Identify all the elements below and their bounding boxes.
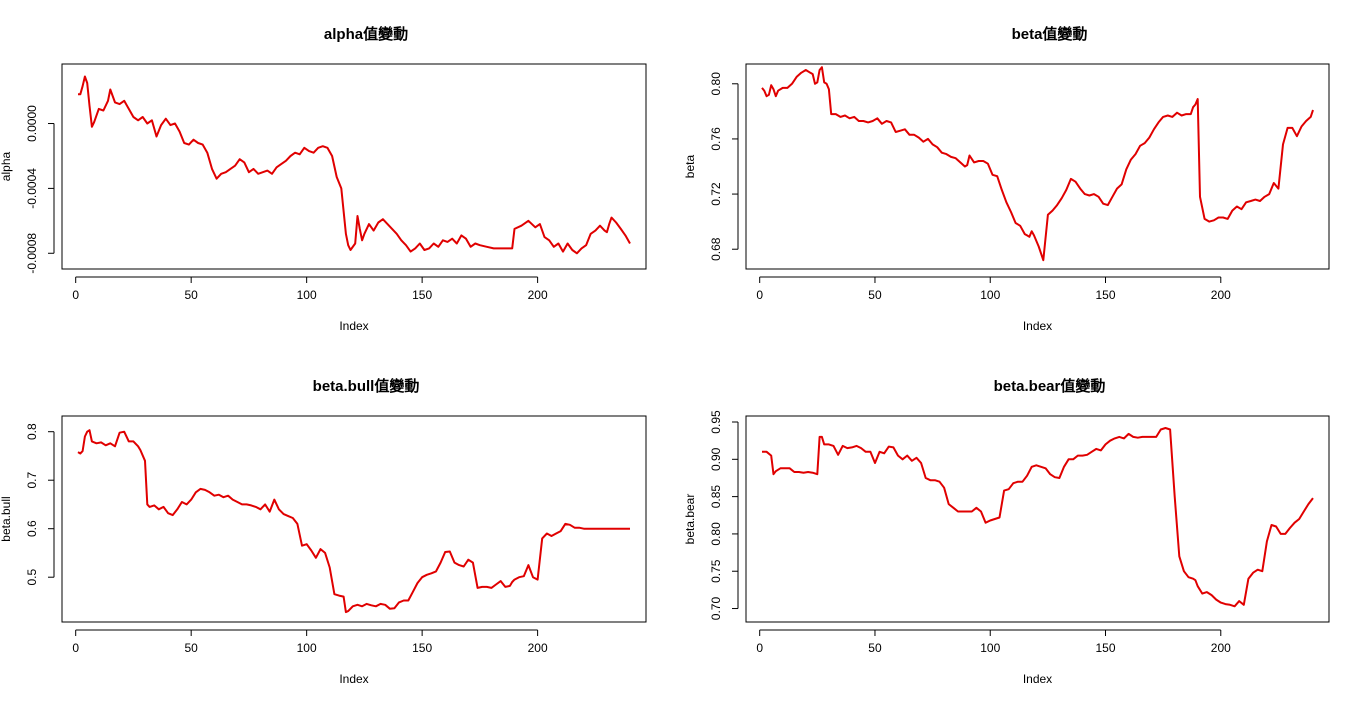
y-tick-label: 0.0000 xyxy=(25,105,39,142)
y-tick-label: 0.76 xyxy=(709,127,723,151)
x-tick-label: 200 xyxy=(528,641,548,655)
x-axis-label: Index xyxy=(1023,319,1052,333)
x-tick-label: 100 xyxy=(297,641,317,655)
chart-panel-2: beta值變動 0 50 100 150 200 Index 0.68 0.72 0.76 0.80… xyxy=(683,25,1330,333)
chart-title: beta值變動 xyxy=(1012,25,1088,43)
x-tick-label: 0 xyxy=(756,641,763,655)
x-axis-label: Index xyxy=(339,672,368,686)
y-tick-label: 0.7 xyxy=(25,472,39,489)
x-axis-label: Index xyxy=(339,319,368,333)
y-tick-label: 0.5 xyxy=(25,569,39,586)
x-tick-label: 50 xyxy=(868,288,882,302)
x-tick-label: 200 xyxy=(1211,641,1231,655)
y-tick-label: 0.95 xyxy=(709,410,723,434)
x-tick-label: 50 xyxy=(184,288,198,302)
y-tick-label: 0.90 xyxy=(709,447,723,471)
x-axis-label: Index xyxy=(1023,672,1052,686)
y-tick-label: 0.80 xyxy=(709,522,723,546)
plot-frame xyxy=(745,415,1330,623)
y-axis-label: beta.bear xyxy=(683,494,697,545)
y-tick-label: 0.68 xyxy=(709,237,723,261)
x-tick-label: 150 xyxy=(412,288,432,302)
x-tick-label: 0 xyxy=(756,288,763,302)
chart-panel-1: alpha值變動 0 50 100 150 200 Index 0.0000 -0.0004 -0… xyxy=(0,25,647,333)
chart-title: alpha值變動 xyxy=(324,25,408,43)
y-axis-label: beta xyxy=(683,154,697,178)
plot-frame xyxy=(745,63,1330,270)
plot-frame xyxy=(61,415,647,623)
y-tick-label: -0.0008 xyxy=(25,233,39,274)
x-tick-label: 0 xyxy=(72,641,79,655)
x-tick-label: 150 xyxy=(1095,288,1115,302)
x-tick-label: 100 xyxy=(980,288,1000,302)
y-axis-label: alpha xyxy=(0,152,13,182)
x-tick-label: 50 xyxy=(184,641,198,655)
chart-title: beta.bull值變動 xyxy=(313,377,420,395)
y-tick-label: 0.70 xyxy=(709,597,723,621)
x-tick-label: 100 xyxy=(297,288,317,302)
x-tick-label: 200 xyxy=(1211,288,1231,302)
y-tick-label: 0.80 xyxy=(709,72,723,96)
x-tick-label: 50 xyxy=(868,641,882,655)
y-tick-label: 0.75 xyxy=(709,559,723,583)
y-axis-label: beta.bull xyxy=(0,496,13,541)
x-tick-label: 200 xyxy=(528,288,548,302)
y-tick-label: 0.6 xyxy=(25,520,39,537)
series-line xyxy=(78,75,631,255)
plot-frame xyxy=(61,63,647,270)
x-tick-label: 150 xyxy=(412,641,432,655)
series-line xyxy=(77,429,630,614)
y-tick-label: 0.85 xyxy=(709,485,723,509)
y-tick-label: 0.8 xyxy=(25,423,39,440)
x-tick-label: 150 xyxy=(1095,641,1115,655)
series-line xyxy=(761,66,1314,262)
series-line xyxy=(762,427,1314,608)
chart-panel-3: beta.bull值變動 0 50 100 150 200 Index 0.5 0.6 0.7 0.… xyxy=(0,377,647,686)
chart-panel-4: beta.bear值變動 0 50 100 150 200 Index 0.70 0.75 0.8… xyxy=(683,377,1330,686)
x-tick-label: 100 xyxy=(980,641,1000,655)
y-tick-label: 0.72 xyxy=(709,182,723,206)
chart-title: beta.bear值變動 xyxy=(994,377,1106,395)
y-tick-label: -0.0004 xyxy=(25,168,39,209)
x-tick-label: 0 xyxy=(72,288,79,302)
